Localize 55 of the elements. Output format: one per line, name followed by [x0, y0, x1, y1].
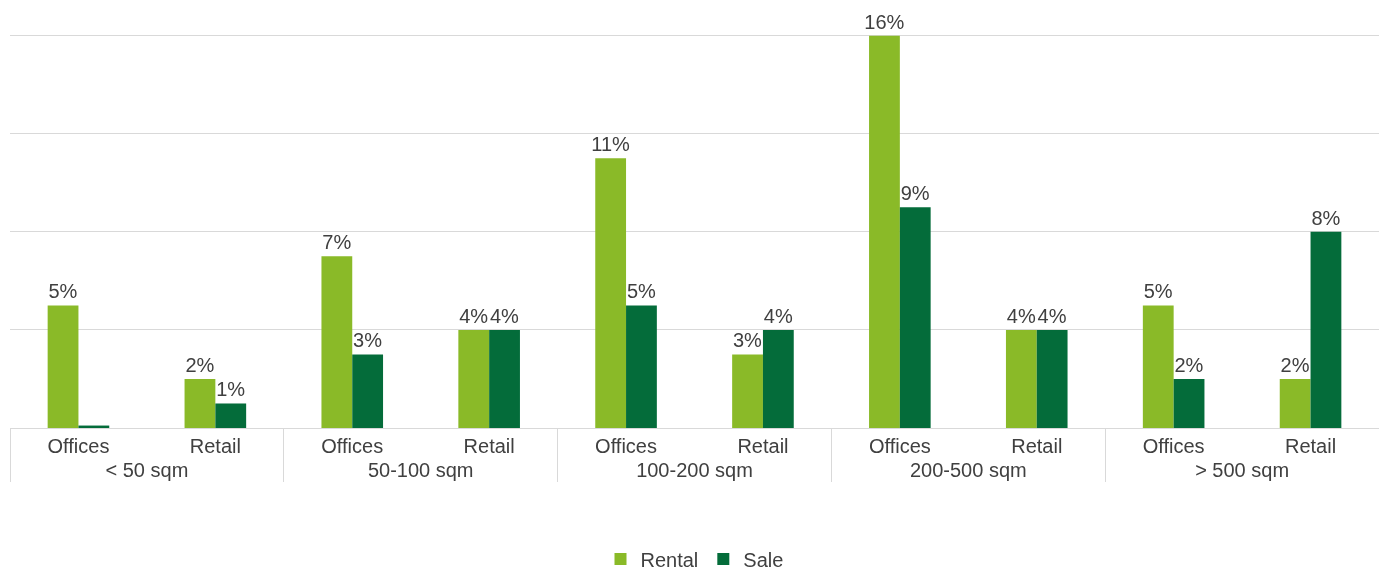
bar [47, 305, 79, 428]
data-label: 3% [353, 329, 383, 352]
data-label: 8% [1311, 206, 1341, 229]
x-tick-label: Offices [595, 435, 657, 457]
x-tick-label: Offices [47, 435, 110, 457]
data-label: 2% [1280, 353, 1310, 376]
data-label: 5% [626, 280, 657, 303]
bar [321, 256, 353, 428]
data-label: 5% [1143, 280, 1173, 303]
bar [762, 329, 794, 428]
data-label: 5% [48, 280, 78, 303]
bar [1005, 329, 1037, 428]
bar [1279, 378, 1311, 428]
text: 200-500 sqm [909, 459, 1027, 481]
bar [352, 354, 384, 428]
x-tick-label: Retail [189, 435, 241, 457]
bar [489, 329, 520, 428]
x-tick-label: Retail [737, 435, 789, 457]
data-label: 4% [459, 304, 489, 327]
x-tick-label: Offices [868, 435, 931, 457]
bar [1142, 305, 1174, 428]
bar [215, 403, 247, 428]
data-label: 16% [864, 10, 905, 33]
bar [458, 329, 490, 428]
data-label: 3% [732, 329, 763, 352]
bar [184, 378, 216, 428]
legend-label: Sale [743, 548, 784, 571]
data-label: 2% [1174, 353, 1204, 376]
bar [1310, 231, 1342, 428]
text: 50-100 sqm [367, 459, 474, 481]
x-tick-label: Retail [1011, 435, 1063, 457]
data-label: 4% [1037, 304, 1067, 327]
data-label: 4% [763, 304, 793, 327]
bar [1173, 378, 1205, 428]
bar [869, 35, 900, 428]
bar [732, 354, 763, 428]
x-tick-label: Offices [1142, 435, 1205, 457]
legend-label: Rental [640, 548, 699, 571]
text: < 50 sqm [105, 459, 189, 481]
data-label: 2% [185, 353, 215, 376]
data-label: 1% [216, 378, 246, 401]
data-label: 4% [489, 304, 520, 327]
bar [626, 305, 657, 428]
x-tick-label: Offices [321, 435, 384, 457]
data-label: 9% [900, 182, 930, 205]
x-tick-label: Retail [1284, 435, 1337, 457]
text: 100-200 sqm [636, 459, 753, 481]
bar [595, 158, 627, 428]
data-label: 11% [591, 133, 631, 156]
bar [1036, 329, 1068, 428]
bar [899, 207, 931, 428]
text: > 500 sqm [1195, 459, 1290, 481]
x-tick-label: Retail [463, 435, 515, 457]
data-label: 7% [322, 231, 352, 254]
data-label: 4% [1006, 304, 1036, 327]
